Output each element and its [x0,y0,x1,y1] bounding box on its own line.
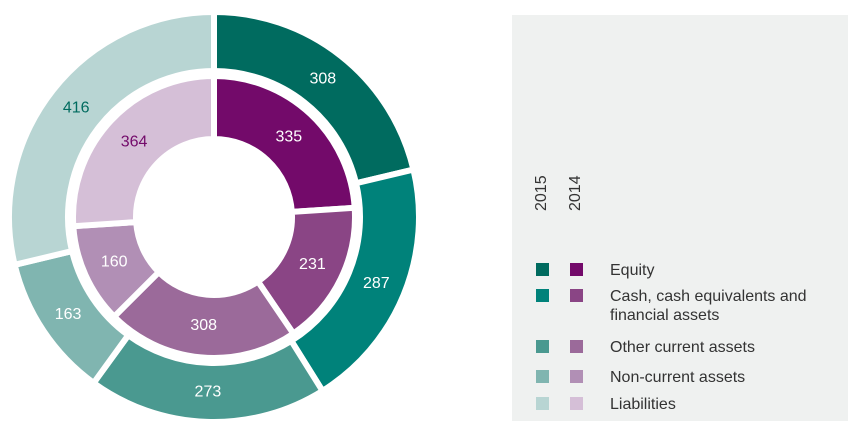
legend-label: Liabilities [610,396,676,413]
value-label: 308 [190,317,217,334]
value-label: 308 [309,71,336,88]
donut-segment [109,267,298,361]
value-label: 163 [55,306,82,323]
value-label: 160 [101,253,128,270]
donut-segment [211,72,358,216]
value-label: 364 [121,133,148,150]
donut-segment [70,72,217,230]
value-label: 287 [363,275,390,292]
legend-swatch [570,370,583,383]
legend-swatch [536,263,549,276]
value-label: 231 [299,256,326,273]
legend-label: Cash, cash equivalents and financial ass… [610,288,807,324]
legend-header: 2014 [567,175,584,211]
value-label: 335 [276,128,303,145]
legend: 2015 2014 Equity Cash, cash equivalents and… [512,15,848,421]
legend-header: 2015 [533,175,550,211]
legend-swatch [570,397,583,410]
legend-label: Other current assets [610,339,755,356]
value-label: 416 [63,100,90,117]
legend-swatch [570,340,583,353]
donut-segment [6,8,217,269]
legend-swatch [536,370,549,383]
legend-label: Non-current assets [610,369,746,386]
legend-swatch [570,289,583,302]
legend-swatch [536,289,549,302]
legend-swatch [536,340,549,353]
value-label: 273 [195,384,222,401]
chart: 308 287 273 163 416 335 231 308 160 364 [6,8,419,421]
legend-swatch [570,263,583,276]
legend-swatch [536,397,549,410]
legend-label: Equity [610,262,655,279]
